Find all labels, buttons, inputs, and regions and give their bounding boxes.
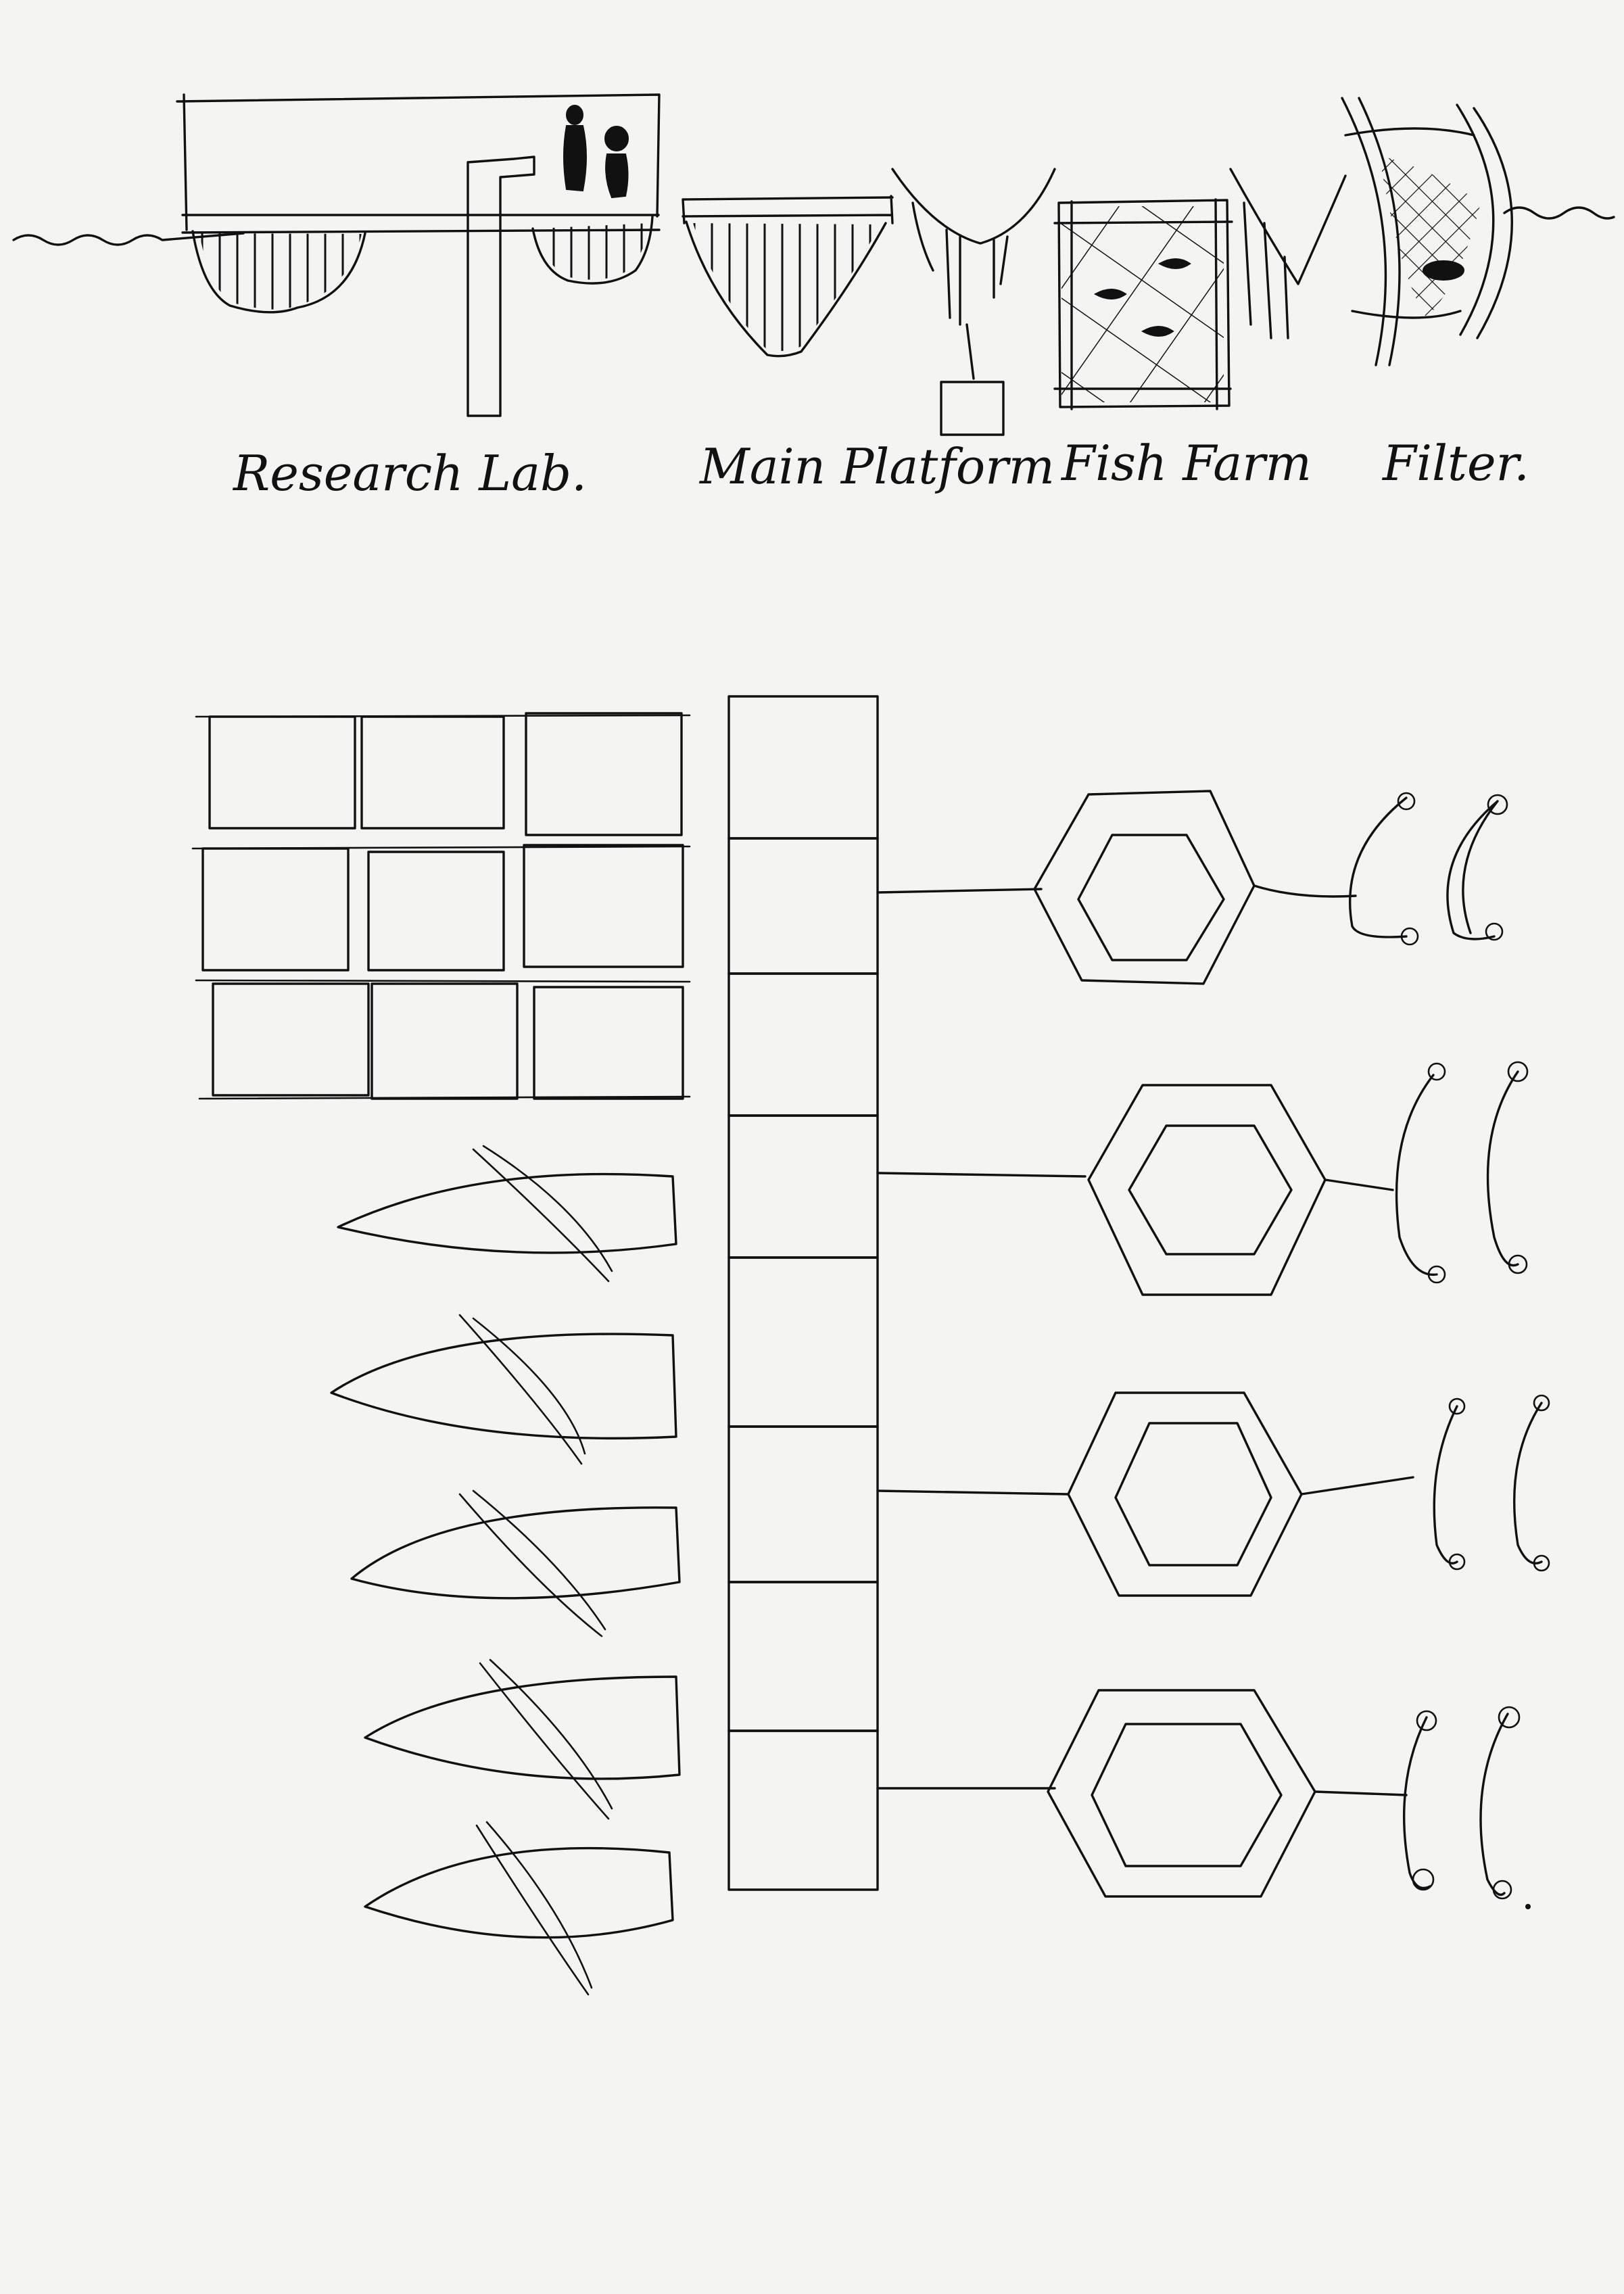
filter-arc	[1402, 1716, 1431, 1890]
person-body-1	[563, 125, 587, 192]
platform-module	[727, 1256, 879, 1428]
main-platform-hull	[685, 220, 887, 358]
water-line-left	[12, 232, 245, 246]
label-filter: Filter.	[1381, 435, 1529, 492]
plan-row-1	[876, 790, 1508, 985]
fish-farm-hex	[1033, 790, 1256, 985]
filter-arc-left	[1341, 97, 1401, 366]
research-lab	[176, 93, 661, 417]
plan-section	[191, 695, 1550, 1996]
plan-row-4	[876, 1689, 1531, 1909]
fish-farm	[1053, 168, 1347, 410]
fish-farm-cage	[1053, 198, 1233, 410]
platform-module	[727, 972, 879, 1117]
person-head-2	[604, 126, 629, 151]
boats	[330, 1145, 681, 1996]
platform-module	[727, 1581, 879, 1732]
filter-elevation	[1341, 97, 1513, 366]
label-main-platform: Main Platform	[698, 438, 1055, 495]
main-platform	[682, 195, 894, 358]
fish-3	[1141, 326, 1174, 337]
water-line-right	[1503, 206, 1615, 220]
boat-5	[364, 1821, 674, 1996]
label-research-lab: Research Lab.	[232, 445, 587, 502]
lab-pontoon-left	[191, 230, 366, 314]
lab-pontoon-right	[531, 215, 654, 285]
platform-column	[727, 695, 879, 1891]
platform-module	[727, 1114, 879, 1259]
boat-1	[337, 1145, 677, 1283]
fish-1	[1093, 289, 1127, 300]
lab-box	[176, 93, 661, 231]
fish-2	[1157, 258, 1191, 269]
boat-3	[350, 1489, 681, 1638]
anchor-block	[940, 381, 1005, 436]
person-head-1	[566, 105, 583, 125]
platform-module	[727, 1729, 879, 1891]
platform-module	[727, 1425, 879, 1583]
plan-row-2	[876, 1061, 1529, 1296]
fish-farm-hex	[1087, 1084, 1327, 1296]
filter-arc	[1349, 796, 1408, 938]
person-body-2	[605, 153, 629, 199]
fish-farm-hex	[1047, 1689, 1316, 1898]
boat-4	[364, 1658, 681, 1820]
filter-arc	[1433, 1405, 1458, 1564]
plan-row-3	[876, 1391, 1550, 1597]
boat-2	[330, 1314, 677, 1465]
filter-arc	[1395, 1074, 1438, 1276]
elevation-section: Research Lab. Main Platform Fish Farm Fi…	[12, 93, 1615, 502]
lab-module-grid	[191, 712, 691, 1100]
label-fish-farm: Fish Farm	[1060, 435, 1312, 492]
anchor-drape	[891, 168, 1056, 436]
fish-farm-hex	[1067, 1391, 1303, 1597]
platform-module	[727, 837, 879, 975]
periscope-pipe	[467, 156, 535, 417]
platform-module	[727, 695, 879, 840]
